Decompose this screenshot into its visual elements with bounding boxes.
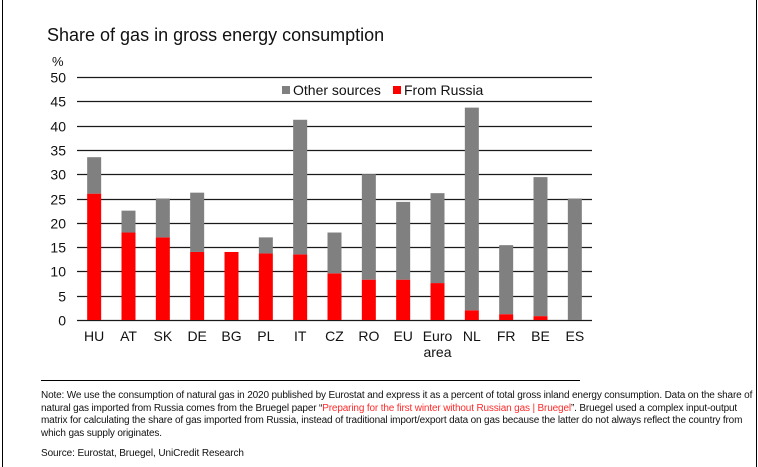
bar-from-russia xyxy=(361,279,376,320)
x-tick-label: PL xyxy=(257,328,274,344)
bar-from-russia xyxy=(499,314,514,320)
x-tick-label: HU xyxy=(84,328,104,344)
y-tick-label: 15 xyxy=(50,240,66,256)
y-tick-label: 20 xyxy=(50,216,66,232)
legend: Other sources From Russia xyxy=(282,82,484,98)
chart-title: Share of gas in gross energy consumption xyxy=(47,25,385,45)
bar-from-russia xyxy=(121,232,136,320)
bar-other-sources xyxy=(396,201,411,280)
y-tick-label: 0 xyxy=(58,313,66,329)
x-tick-label: NL xyxy=(463,328,481,344)
legend-label-other: Other sources xyxy=(293,82,381,98)
x-tick-label: EU xyxy=(393,328,412,344)
note-suffix: ”. Bruegel used a complex input-output m… xyxy=(41,402,743,439)
x-tick-label: DE xyxy=(187,328,206,344)
x-tick-label: FR xyxy=(497,328,516,344)
legend-label-russia: From Russia xyxy=(404,82,484,98)
bar-from-russia xyxy=(464,310,479,320)
legend-swatch-other xyxy=(282,86,290,94)
y-tick-label: 5 xyxy=(58,289,66,305)
y-axis-label: % xyxy=(52,54,64,69)
bar-other-sources xyxy=(155,198,170,238)
x-tick-label: RO xyxy=(358,328,379,344)
y-tick-labels: 0 5 10 15 20 25 30 35 40 45 50 xyxy=(50,70,66,329)
bar-from-russia xyxy=(224,251,239,320)
bar-other-sources xyxy=(190,192,205,252)
bar-chart: % 0 5 10 15 20 25 30 35 40 45 50 HU AT SK DE BG PL IT CZ R… xyxy=(50,54,592,360)
bar-other-sources xyxy=(327,232,342,274)
bar-from-russia xyxy=(258,253,273,320)
bar-from-russia xyxy=(396,279,411,320)
x-tick-label: ES xyxy=(565,328,584,344)
x-tick-labels: HU AT SK DE BG PL IT CZ RO EU Euro area NL FR BE ES xyxy=(84,328,584,360)
y-tick-label: 10 xyxy=(50,264,66,280)
y-tick-label: 40 xyxy=(50,119,66,135)
frame-right-border xyxy=(756,0,757,467)
bar-other-sources xyxy=(258,237,273,254)
y-tick-label: 30 xyxy=(50,167,66,183)
bar-other-sources xyxy=(121,210,136,233)
note-text: Note: We use the consumption of natural … xyxy=(41,390,753,440)
bar-other-sources xyxy=(533,177,548,317)
bruegel-paper-link[interactable]: Preparing for the first winter without R… xyxy=(322,402,571,414)
y-tick-label: 50 xyxy=(50,70,66,86)
source-text: Source: Eurostat, Bruegel, UniCredit Res… xyxy=(41,448,244,459)
frame-left-border xyxy=(2,0,3,467)
x-tick-label: Euro area xyxy=(423,328,453,360)
bar-from-russia xyxy=(155,237,170,320)
bar-other-sources xyxy=(87,157,102,194)
x-tick-label: AT xyxy=(120,328,137,344)
bar-from-russia xyxy=(293,254,308,320)
bar-from-russia xyxy=(327,273,342,320)
bar-from-russia xyxy=(87,193,102,320)
notes-separator xyxy=(41,380,580,381)
x-tick-label: CZ xyxy=(325,328,344,344)
bars xyxy=(87,107,582,320)
bar-other-sources xyxy=(464,107,479,311)
legend-swatch-russia xyxy=(393,86,401,94)
bar-other-sources xyxy=(293,119,308,255)
x-tick-label: IT xyxy=(294,328,307,344)
bar-from-russia xyxy=(533,316,548,320)
y-tick-label: 35 xyxy=(50,143,66,159)
note-prefix: Note: We use the consumption of natural … xyxy=(41,390,753,414)
bar-other-sources xyxy=(499,245,514,315)
y-tick-label: 25 xyxy=(50,192,66,208)
x-tick-label: SK xyxy=(153,328,172,344)
y-tick-label: 45 xyxy=(50,94,66,110)
bar-other-sources xyxy=(567,198,582,320)
bar-other-sources xyxy=(361,174,376,280)
x-tick-label: BE xyxy=(531,328,550,344)
x-tick-label: BG xyxy=(221,328,241,344)
bar-from-russia xyxy=(430,283,445,320)
bar-other-sources xyxy=(430,193,445,284)
bar-from-russia xyxy=(190,251,205,320)
